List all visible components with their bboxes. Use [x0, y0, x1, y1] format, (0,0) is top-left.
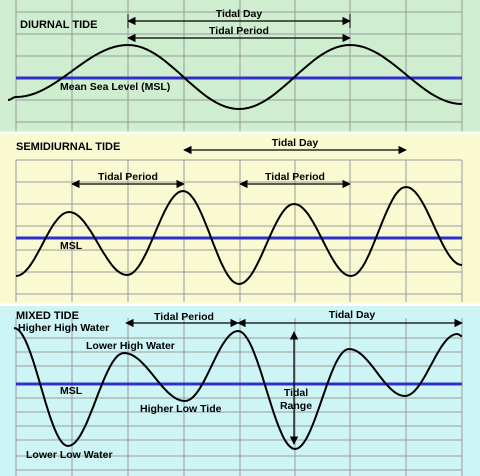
semidiurnal-tidal-period-label-1: Tidal Period: [98, 171, 158, 183]
diurnal-tidal-period-label: Tidal Period: [209, 25, 269, 37]
diurnal-tidal-day-label: Tidal Day: [216, 8, 263, 20]
mixed-msl-label: MSL: [60, 385, 83, 397]
mixed-higher-high-water-label: Higher High Water: [18, 322, 109, 334]
mixed-grid: [15, 318, 463, 476]
semidiurnal-title: SEMIDIURNAL TIDE: [16, 141, 120, 153]
mixed-tidal-label: Tidal: [284, 387, 308, 399]
diurnal-title: DIURNAL TIDE: [20, 19, 97, 31]
diurnal-tide-curve: [8, 43, 463, 111]
mixed-lower-high-water-label: Lower High Water: [86, 340, 175, 352]
mixed-tidal-day-label: Tidal Day: [329, 309, 376, 321]
mixed-lower-low-water-label: Lower Low Water: [26, 449, 113, 461]
diurnal-panel: DIURNAL TIDE Tidal Day Tidal Period Mean…: [0, 0, 480, 132]
semidiurnal-msl-label: MSL: [60, 240, 83, 252]
semidiurnal-tide-curve: [15, 185, 463, 286]
mixed-tidal-period-label: Tidal Period: [154, 311, 214, 323]
semidiurnal-panel: SEMIDIURNAL TIDE Tidal Day Tidal Period …: [0, 134, 480, 304]
mixed-title: MIXED TIDE: [16, 310, 79, 322]
mixed-panel: MIXED TIDE Tidal Period Tidal Day Higher…: [0, 306, 480, 476]
mixed-range-label: Range: [280, 400, 312, 412]
mixed-higher-low-tide-label: Higher Low Tide: [140, 403, 222, 415]
semidiurnal-tidal-period-label-2: Tidal Period: [265, 171, 325, 183]
semidiurnal-tidal-day-label: Tidal Day: [272, 137, 319, 149]
diurnal-msl-label: Mean Sea Level (MSL): [60, 81, 170, 93]
mixed-tide-curve: [13, 327, 463, 451]
